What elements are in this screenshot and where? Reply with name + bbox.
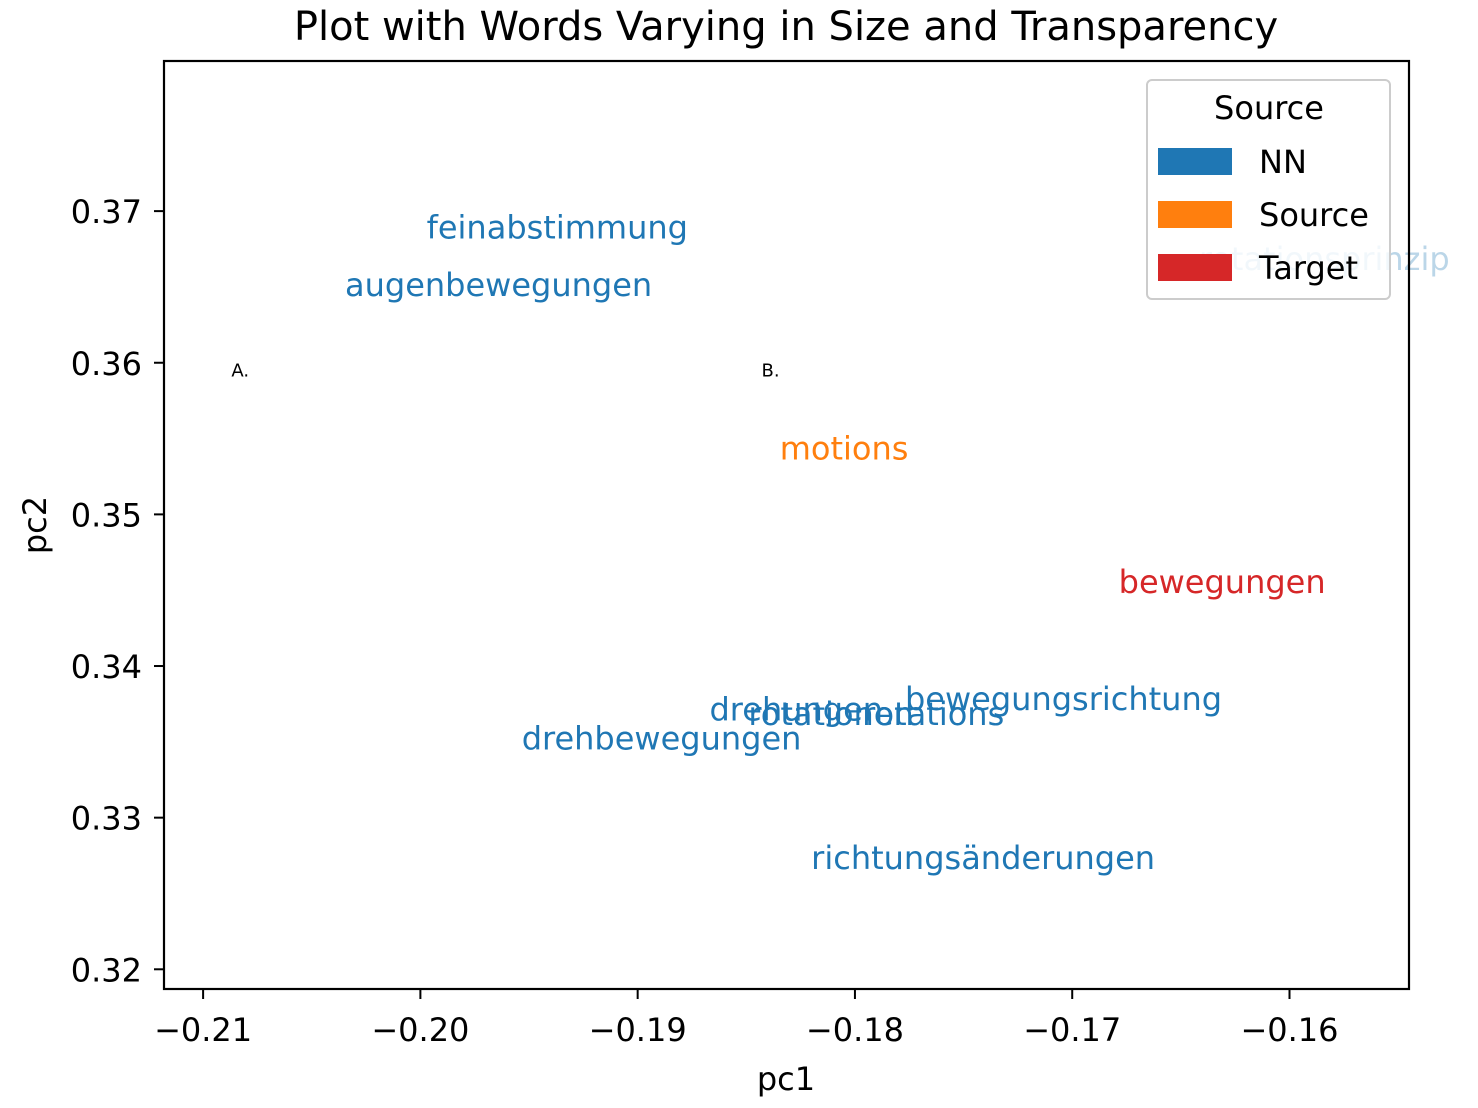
annotations: A. B.: [231, 360, 779, 381]
word-label: feinabstimmung: [427, 208, 688, 246]
legend-swatch: [1158, 201, 1232, 228]
word-label: augenbewegungen: [345, 266, 652, 304]
y-tick-label: 0.35: [71, 496, 142, 534]
legend: Source NN Source Target: [1146, 79, 1391, 300]
legend-swatch: [1158, 148, 1232, 175]
word-label: drehungen: [709, 691, 883, 729]
y-tick-label: 0.34: [71, 648, 142, 686]
x-tick-label: −0.19: [589, 1011, 687, 1049]
legend-frame: [1146, 79, 1391, 300]
y-tick-label: 0.37: [71, 193, 142, 231]
y-tick-label: 0.33: [71, 800, 142, 838]
x-tick-label: −0.20: [371, 1011, 469, 1049]
chart-title: Plot with Words Varying in Size and Tran…: [294, 4, 1278, 50]
annotation-label: B.: [762, 360, 780, 381]
legend-title: Source: [1214, 89, 1324, 127]
word-label: drehbewegungen: [522, 719, 802, 757]
legend-entry-label: Source: [1259, 196, 1369, 234]
word-label: bewegungen: [1119, 563, 1326, 601]
x-tick-label: −0.18: [806, 1011, 904, 1049]
x-tick-label: −0.16: [1240, 1011, 1338, 1049]
axis-ticks: −0.21 −0.20 −0.19 −0.18 −0.17 −0.16 0.32 0.33 0.…: [71, 193, 1339, 1049]
legend-entry-label: Target: [1258, 249, 1358, 287]
y-tick-label: 0.36: [71, 345, 142, 383]
word-label: richtungsänderungen: [811, 839, 1155, 877]
word-label: rotations: [862, 695, 1004, 733]
y-tick-label: 0.32: [71, 951, 142, 989]
x-tick-label: −0.21: [154, 1011, 252, 1049]
plot-frame: [162, 59, 1411, 991]
y-axis-label: pc2: [16, 496, 54, 554]
word-label: rotationen: [748, 695, 913, 733]
x-tick-label: −0.17: [1023, 1011, 1121, 1049]
x-axis-label: pc1: [757, 1060, 815, 1098]
annotation-label: A.: [231, 360, 249, 381]
legend-swatch: [1158, 254, 1232, 281]
word-label: bewegungsrichtung: [905, 680, 1222, 718]
word-label: motions: [780, 430, 909, 468]
legend-entry-label: NN: [1259, 143, 1307, 181]
